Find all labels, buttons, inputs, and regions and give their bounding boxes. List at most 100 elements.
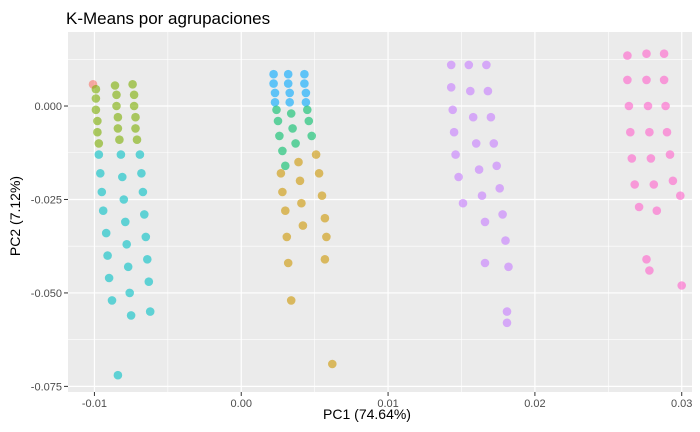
data-point-cluster-8 — [677, 281, 686, 290]
data-point-cluster-3 — [121, 217, 130, 227]
data-point-cluster-7 — [454, 172, 463, 182]
data-point-cluster-6 — [320, 254, 330, 264]
data-point-cluster-8 — [659, 75, 669, 85]
data-point-cluster-3 — [107, 296, 117, 305]
data-point-cluster-7 — [474, 165, 484, 174]
data-point-cluster-7 — [466, 86, 475, 96]
data-point-cluster-3 — [125, 288, 134, 298]
data-point-cluster-7 — [486, 112, 496, 122]
y-axis-ticks: 0.000 -0.025 -0.050 -0.075 — [31, 101, 68, 393]
data-point-cluster-6 — [311, 150, 321, 159]
y-tick-label: -0.025 — [31, 194, 62, 206]
data-point-cluster-6 — [286, 296, 296, 305]
data-point-cluster-5 — [288, 124, 297, 133]
data-point-cluster-7 — [489, 139, 499, 148]
data-point-cluster-7 — [480, 217, 490, 227]
data-point-cluster-2 — [113, 124, 123, 133]
data-point-cluster-2 — [91, 84, 101, 94]
data-point-cluster-7 — [482, 60, 491, 70]
data-point-cluster-5 — [303, 105, 312, 115]
data-point-cluster-7 — [448, 105, 458, 115]
data-point-cluster-2 — [115, 135, 124, 144]
x-axis-title: PC1 (74.64%) — [323, 406, 411, 422]
data-point-cluster-5 — [278, 146, 287, 156]
data-point-cluster-2 — [132, 135, 142, 144]
data-point-cluster-8 — [645, 266, 654, 275]
data-point-cluster-7 — [471, 139, 481, 148]
data-point-cluster-3 — [101, 228, 111, 238]
data-point-cluster-8 — [642, 75, 651, 85]
data-point-cluster-2 — [93, 116, 102, 126]
data-point-cluster-4 — [269, 79, 278, 88]
data-point-cluster-8 — [662, 127, 672, 137]
data-point-cluster-7 — [480, 258, 490, 268]
data-point-cluster-4 — [270, 98, 280, 107]
data-point-cluster-7 — [446, 83, 456, 92]
data-point-cluster-7 — [483, 86, 493, 96]
data-point-cluster-7 — [504, 262, 513, 272]
data-point-cluster-7 — [492, 161, 502, 171]
chart-title: K-Means por agrupaciones — [66, 9, 270, 28]
data-point-cluster-2 — [129, 90, 139, 100]
data-point-cluster-6 — [281, 206, 290, 215]
data-point-cluster-8 — [623, 75, 632, 85]
data-point-cluster-8 — [665, 150, 675, 159]
data-point-cluster-4 — [283, 69, 293, 79]
data-point-cluster-7 — [498, 210, 507, 219]
x-tick-label: 0.00 — [231, 398, 252, 410]
data-point-cluster-5 — [272, 105, 281, 115]
data-point-cluster-5 — [291, 139, 300, 148]
data-point-cluster-6 — [322, 232, 331, 242]
data-point-cluster-3 — [123, 262, 133, 272]
data-point-cluster-3 — [98, 206, 108, 215]
major-gridlines — [68, 32, 692, 392]
data-point-cluster-4 — [270, 88, 280, 98]
data-point-cluster-4 — [285, 88, 295, 98]
data-point-cluster-8 — [645, 127, 654, 137]
data-point-cluster-2 — [91, 105, 101, 115]
data-point-cluster-2 — [91, 94, 101, 103]
x-tick-label: -0.01 — [82, 398, 107, 410]
data-points — [88, 49, 686, 380]
data-point-cluster-2 — [94, 139, 104, 148]
data-point-cluster-6 — [314, 169, 324, 178]
data-point-cluster-3 — [135, 150, 145, 159]
data-point-cluster-8 — [626, 127, 635, 137]
data-point-cluster-8 — [668, 176, 678, 186]
data-point-cluster-7 — [451, 150, 460, 159]
data-point-cluster-4 — [300, 79, 309, 88]
data-point-cluster-8 — [630, 180, 639, 189]
data-point-cluster-6 — [328, 359, 337, 369]
data-point-cluster-2 — [112, 90, 121, 100]
data-point-cluster-5 — [281, 161, 290, 171]
data-point-cluster-8 — [652, 206, 662, 215]
data-point-cluster-3 — [94, 150, 104, 159]
data-point-cluster-8 — [627, 154, 637, 163]
x-tick-label: 0.01 — [377, 398, 398, 410]
x-tick-label: 0.03 — [671, 398, 692, 410]
data-point-cluster-8 — [676, 191, 685, 200]
data-point-cluster-4 — [283, 79, 293, 88]
data-point-cluster-2 — [110, 81, 120, 90]
data-point-cluster-2 — [131, 112, 140, 122]
data-point-cluster-3 — [138, 187, 148, 197]
y-axis-title: PC2 (7.12%) — [7, 176, 23, 256]
data-point-cluster-6 — [278, 187, 287, 197]
data-point-cluster-2 — [129, 101, 139, 111]
data-point-cluster-3 — [137, 169, 146, 178]
data-point-cluster-3 — [119, 195, 129, 204]
data-point-cluster-6 — [294, 157, 303, 167]
data-point-cluster-2 — [131, 124, 140, 133]
data-point-cluster-3 — [141, 232, 151, 242]
data-point-cluster-4 — [301, 88, 311, 98]
data-point-cluster-3 — [97, 187, 107, 197]
data-point-cluster-8 — [634, 202, 644, 212]
data-point-cluster-7 — [458, 198, 468, 208]
data-point-cluster-5 — [304, 116, 314, 126]
data-point-cluster-4 — [301, 98, 311, 107]
data-point-cluster-5 — [273, 116, 283, 126]
data-point-cluster-8 — [646, 154, 656, 163]
data-point-cluster-8 — [643, 101, 653, 111]
data-point-cluster-8 — [661, 101, 670, 111]
